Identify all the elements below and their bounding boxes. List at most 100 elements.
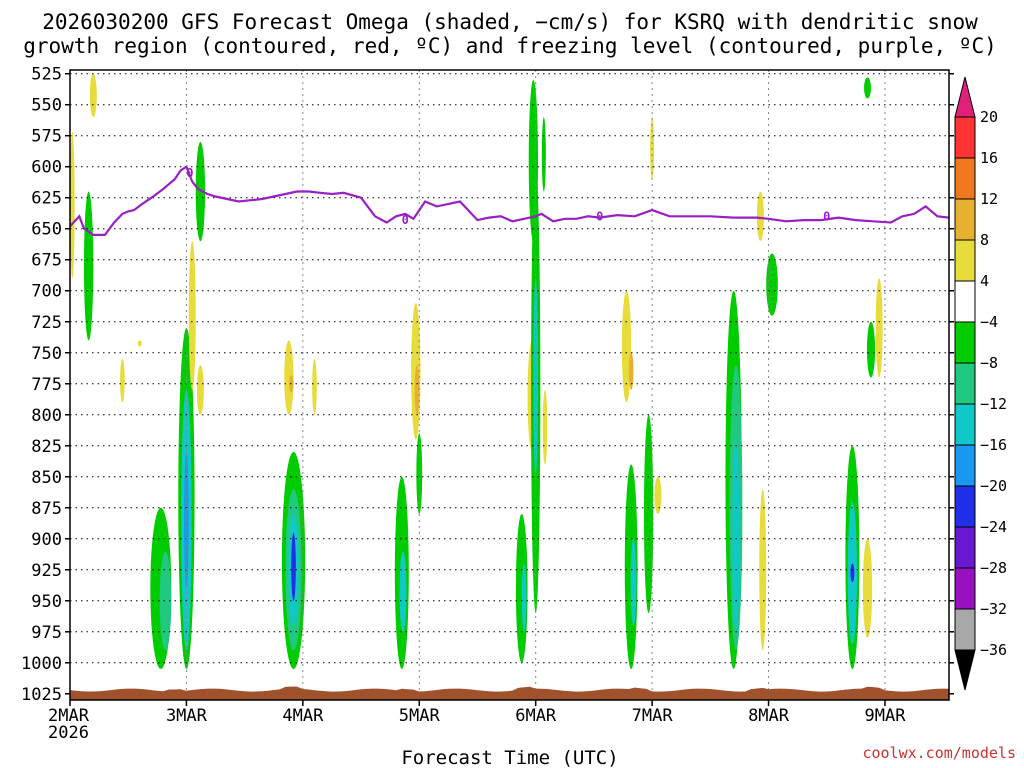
omega-blob bbox=[628, 352, 634, 390]
colorbar-bin bbox=[954, 239, 976, 282]
omega-blob bbox=[159, 551, 172, 651]
plot-frame bbox=[69, 69, 950, 701]
colorbar-bin bbox=[954, 444, 976, 487]
ground-terrain bbox=[70, 686, 949, 700]
colorbar: 20 16 12 8 4 −4 −8 −12 −16 −20 −24 −28 −32 −36 bbox=[954, 76, 1007, 691]
colorbar-bin bbox=[954, 403, 976, 446]
omega-blob bbox=[654, 476, 662, 514]
omega-blob bbox=[137, 340, 142, 347]
omega-blob bbox=[732, 439, 740, 632]
y-tick-label: 925 bbox=[31, 561, 62, 581]
colorbar-label: −28 bbox=[980, 559, 1007, 577]
x-axis: 2MAR 3MAR 4MAR 5MAR 6MAR 7MAR 8MAR 9MAR bbox=[48, 700, 906, 726]
omega-blob bbox=[188, 241, 196, 390]
omega-blob bbox=[630, 538, 637, 626]
colorbar-bin bbox=[954, 608, 976, 651]
plot-background bbox=[70, 70, 949, 700]
omega-blob bbox=[284, 340, 294, 415]
colorbar-top-arrow bbox=[954, 76, 976, 118]
omega-blob bbox=[414, 365, 420, 415]
colorbar-label: 8 bbox=[980, 231, 989, 249]
omega-blob bbox=[89, 73, 97, 118]
colorbar-bin bbox=[954, 157, 976, 200]
y-tick-label: 750 bbox=[31, 344, 62, 364]
colorbar-label: −8 bbox=[980, 354, 998, 372]
omega-blob bbox=[621, 290, 632, 403]
omega-blob bbox=[756, 191, 764, 242]
y-tick-label: 1000 bbox=[21, 654, 62, 674]
omega-blob bbox=[291, 532, 296, 601]
y-tick-label: 975 bbox=[31, 623, 62, 643]
colorbar-bin bbox=[954, 567, 976, 610]
y-tick-label: 625 bbox=[31, 189, 62, 209]
y-tick-label: 825 bbox=[31, 437, 62, 457]
colorbar-bin bbox=[954, 198, 976, 241]
omega-blob bbox=[542, 389, 548, 465]
freezing-level-label: 0 bbox=[823, 209, 830, 223]
omega-blob bbox=[521, 563, 527, 632]
omega-blob bbox=[864, 77, 871, 99]
freezing-level-line bbox=[69, 165, 950, 236]
omega-blob bbox=[399, 551, 407, 632]
plot-area: 0 0 0 0 525 550 575 600 625 650 675 700 725 750 775 80… bbox=[21, 65, 954, 726]
omega-blob bbox=[120, 358, 125, 403]
colorbar-label: −12 bbox=[980, 395, 1007, 413]
chart-title-line-2: growth region (contoured, red, ºC) and f… bbox=[23, 34, 997, 58]
x-tick-label: 6MAR bbox=[515, 706, 557, 726]
x-tick-label: 5MAR bbox=[399, 706, 441, 726]
y-tick-label: 875 bbox=[31, 499, 62, 519]
freezing-level-label: 0 bbox=[596, 209, 603, 223]
y-tick-label: 775 bbox=[31, 375, 62, 395]
y-tick-label: 700 bbox=[31, 282, 62, 302]
credit-text: coolwx.com/models bbox=[862, 744, 1016, 762]
omega-blob bbox=[850, 563, 855, 583]
x-tick-label: 3MAR bbox=[166, 706, 208, 726]
x-tick-label: 8MAR bbox=[748, 706, 790, 726]
y-tick-label: 575 bbox=[31, 127, 62, 147]
colorbar-bin bbox=[954, 485, 976, 528]
x-tick-label: 4MAR bbox=[282, 706, 324, 726]
y-tick-label: 1025 bbox=[21, 685, 62, 705]
colorbar-label: 12 bbox=[980, 190, 998, 208]
colorbar-bin bbox=[954, 116, 976, 159]
freezing-level-label: 0 bbox=[186, 166, 193, 180]
colorbar-label: −16 bbox=[980, 436, 1007, 454]
omega-blob bbox=[70, 132, 75, 279]
omega-blob bbox=[766, 253, 778, 316]
omega-blob bbox=[83, 191, 94, 341]
colorbar-bin bbox=[954, 362, 976, 405]
x-axis-title: Forecast Time (UTC) bbox=[401, 747, 618, 768]
x-tick-label: 2MAR bbox=[48, 706, 90, 726]
omega-blob bbox=[759, 489, 767, 651]
y-tick-label: 950 bbox=[31, 592, 62, 612]
y-tick-label: 525 bbox=[31, 65, 62, 85]
colorbar-label: −36 bbox=[980, 641, 1007, 659]
colorbar-label: −24 bbox=[980, 518, 1007, 536]
x-tick-label: 9MAR bbox=[864, 706, 906, 726]
colorbar-label: −20 bbox=[980, 477, 1007, 495]
colorbar-bin bbox=[954, 321, 976, 364]
colorbar-bin bbox=[954, 280, 976, 323]
colorbar-bottom-arrow bbox=[954, 649, 976, 691]
y-tick-label: 600 bbox=[31, 158, 62, 178]
y-tick-label: 675 bbox=[31, 251, 62, 271]
chart-title-line-1: 2026030200 GFS Forecast Omega (shaded, −… bbox=[42, 10, 978, 34]
colorbar-label: 20 bbox=[980, 108, 998, 126]
ground-strip bbox=[70, 686, 949, 700]
omega-blob bbox=[866, 321, 876, 378]
omega-blob bbox=[862, 538, 873, 638]
omega-shading-layer bbox=[70, 73, 883, 669]
colorbar-bin bbox=[954, 526, 976, 569]
omega-blob bbox=[875, 278, 883, 378]
omega-blob bbox=[196, 365, 204, 415]
colorbar-label: −32 bbox=[980, 600, 1007, 618]
x-tick-label: 7MAR bbox=[632, 706, 674, 726]
x-axis-year-label: 2026 bbox=[48, 723, 89, 743]
colorbar-label: 4 bbox=[980, 272, 989, 290]
y-tick-label: 850 bbox=[31, 468, 62, 488]
freezing-level-label: 0 bbox=[402, 213, 409, 227]
y-axis: 525 550 575 600 625 650 675 700 725 750 775 800 825 8… bbox=[21, 65, 954, 705]
y-tick-label: 650 bbox=[31, 220, 62, 240]
colorbar-label: −4 bbox=[980, 313, 998, 331]
